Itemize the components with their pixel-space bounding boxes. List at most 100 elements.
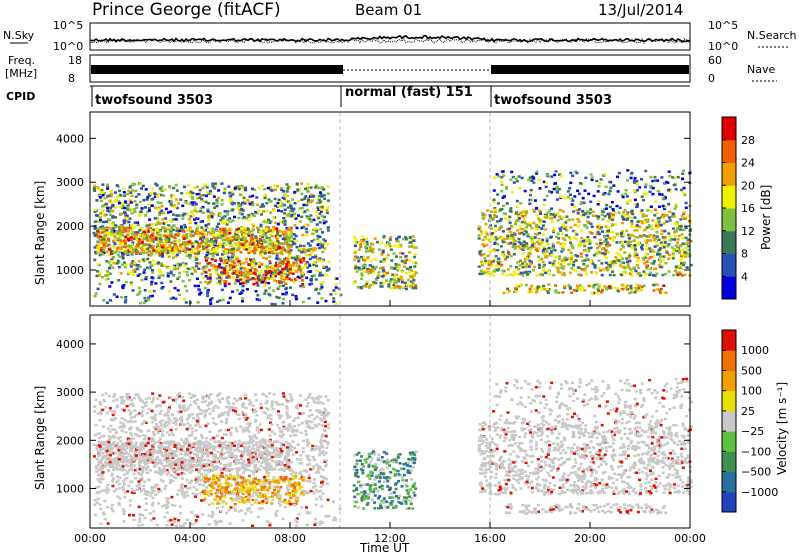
echo-cell: [238, 193, 242, 196]
echo-cell: [587, 192, 591, 196]
echo-cell: [263, 196, 267, 200]
echo-cell: [506, 228, 509, 231]
echo-cell: [599, 290, 603, 294]
echo-cell: [635, 205, 639, 208]
echo-cell: [256, 294, 260, 297]
echo-cell: [380, 241, 384, 245]
echo-cell: [177, 275, 181, 279]
echo-cell: [312, 249, 316, 252]
echo-cell: [321, 245, 324, 249]
echo-cell: [104, 392, 108, 395]
echo-cell: [203, 239, 207, 242]
echo-cell: [288, 268, 292, 271]
echo-cell: [197, 244, 200, 247]
echo-cell: [326, 441, 330, 444]
echo-cell: [185, 233, 189, 236]
echo-cell: [515, 284, 519, 288]
echo-cell: [554, 291, 558, 294]
echo-cell: [661, 259, 665, 262]
echo-cell: [603, 173, 607, 176]
echo-cell: [121, 204, 125, 207]
echo-cell: [123, 301, 127, 304]
echo-cell: [402, 265, 406, 268]
echo-cell: [663, 229, 667, 233]
echo-cell: [152, 249, 156, 252]
echo-cell: [166, 274, 170, 278]
echo-cell: [575, 233, 579, 236]
echo-cell: [276, 184, 279, 188]
echo-cell: [685, 251, 689, 255]
echo-cell: [266, 221, 270, 224]
echo-cell: [282, 190, 286, 193]
echo-cell: [148, 209, 151, 212]
echo-cell: [521, 215, 525, 218]
echo-cell: [182, 237, 186, 240]
echo-cell: [253, 244, 257, 248]
echo-cell: [579, 274, 583, 277]
echo-cell: [510, 273, 514, 277]
echo-cell: [534, 248, 538, 251]
echo-cell: [314, 255, 318, 259]
echo-cell: [148, 218, 152, 221]
echo-cell: [597, 215, 601, 218]
echo-cell: [648, 190, 652, 193]
echo-cell: [234, 280, 238, 283]
echo-cell: [636, 256, 640, 260]
echo-cell: [626, 211, 630, 214]
echo-cell: [122, 422, 126, 426]
echo-cell: [273, 197, 277, 201]
echo-cell: [245, 248, 249, 251]
echo-cell: [273, 227, 276, 231]
echo-cell: [606, 219, 610, 223]
echo-cell: [504, 187, 508, 190]
echo-cell: [227, 248, 231, 251]
echo-cell: [170, 246, 174, 249]
echo-cell: [287, 482, 291, 485]
echo-cell: [589, 246, 593, 250]
echo-cell: [277, 245, 281, 249]
echo-cell: [165, 468, 169, 472]
echo-cell: [118, 250, 122, 254]
echo-cell: [234, 232, 238, 236]
echo-cell: [172, 256, 175, 259]
echo-cell: [149, 235, 153, 239]
echo-cell: [162, 243, 166, 247]
echo-cell: [410, 269, 414, 272]
echo-cell: [522, 240, 526, 243]
echo-cell: [621, 195, 625, 199]
echo-cell: [197, 192, 201, 196]
echo-cell: [283, 208, 287, 212]
echo-cell: [310, 449, 314, 452]
echo-cell: [222, 242, 226, 245]
echo-cell: [303, 187, 307, 191]
echo-cell: [194, 476, 198, 479]
echo-cell: [135, 206, 139, 209]
echo-cell: [519, 259, 523, 262]
echo-cell: [371, 247, 375, 251]
echo-cell: [189, 220, 192, 224]
echo-cell: [323, 215, 326, 219]
echo-cell: [365, 237, 369, 240]
echo-cell: [493, 270, 496, 273]
echo-cell: [251, 260, 255, 263]
echo-cell: [228, 268, 232, 271]
echo-cell: [108, 200, 112, 203]
echo-cell: [390, 259, 394, 262]
echo-cell: [120, 201, 124, 205]
echo-cell: [621, 215, 625, 219]
echo-cell: [626, 179, 629, 182]
echo-cell: [116, 232, 120, 236]
echo-cell: [371, 250, 375, 253]
echo-cell: [662, 243, 666, 247]
echo-cell: [498, 208, 502, 211]
echo-cell: [255, 239, 259, 243]
echo-cell: [230, 255, 234, 258]
echo-cell: [129, 236, 133, 239]
echo-cell: [228, 263, 232, 267]
echo-cell: [259, 225, 263, 228]
echo-cell: [312, 238, 316, 242]
echo-cell: [215, 300, 219, 303]
echo-cell: [596, 287, 600, 291]
echo-cell: [376, 276, 380, 279]
echo-cell: [126, 420, 130, 424]
